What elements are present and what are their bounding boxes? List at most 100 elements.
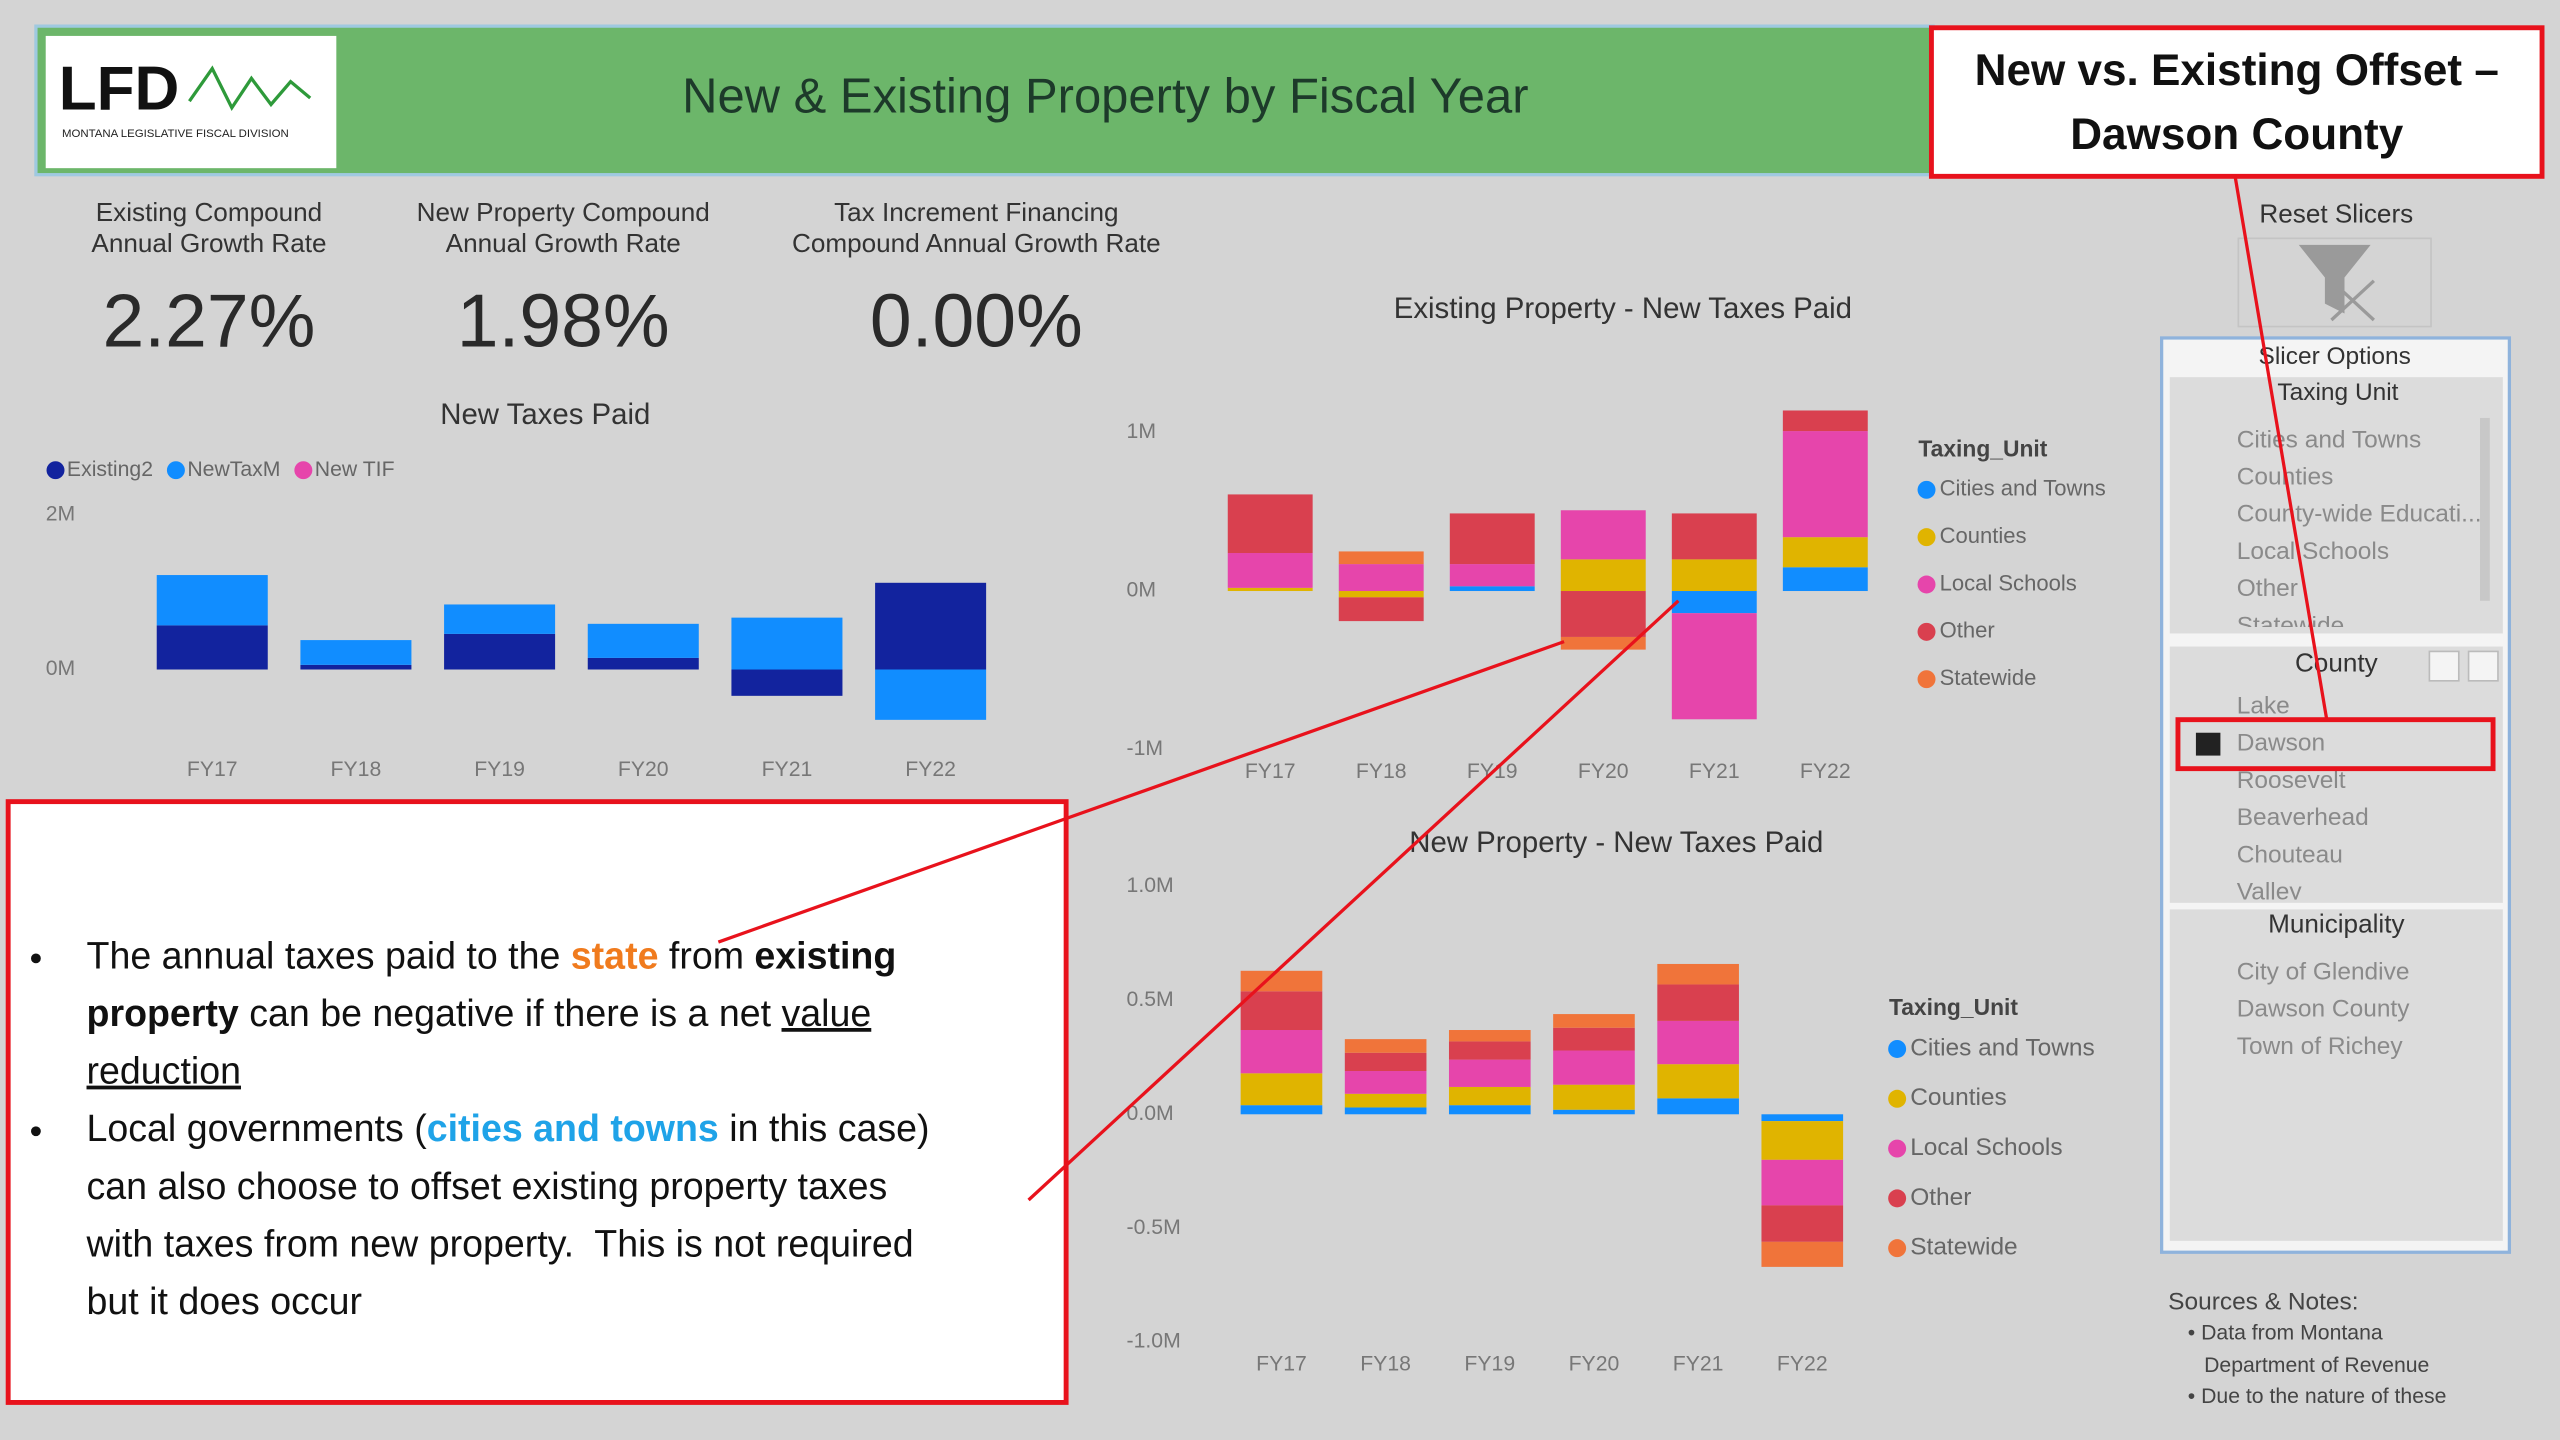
bar-segment (1227, 553, 1313, 588)
bar-segment (1782, 567, 1868, 592)
filter-icon[interactable] (2428, 650, 2460, 682)
legend-label: Counties (1910, 1084, 2007, 1111)
kpi-label: New Property Compound (417, 197, 710, 227)
bar-segment (1449, 586, 1535, 592)
bar-segment (1671, 613, 1757, 720)
bar-segment (300, 664, 412, 670)
bar-segment (1553, 1014, 1635, 1028)
sources-title: Sources & Notes: (2168, 1288, 2358, 1315)
clear-icon (2330, 279, 2375, 322)
bar-segment (1782, 410, 1868, 432)
callout-title: New vs. Existing Offset – (1975, 46, 2499, 95)
bar-segment (1761, 1159, 1844, 1206)
kpi-value: 0.00% (870, 278, 1083, 362)
slicer-item[interactable]: Chouteau (2237, 841, 2343, 868)
callout-line (717, 640, 1565, 944)
bar-segment (1448, 1086, 1531, 1106)
callout-box (1928, 25, 2545, 179)
bar-segment (587, 657, 699, 670)
bar-segment (1344, 1039, 1427, 1053)
legend-swatch (1917, 670, 1936, 689)
bar-segment (1338, 551, 1424, 565)
focus-icon[interactable] (2467, 650, 2499, 682)
bar-segment (1761, 1241, 1844, 1267)
bar-segment (1782, 537, 1868, 568)
reset-slicers[interactable]: Reset Slicers (2259, 198, 2413, 228)
chart-title: New Property - New Taxes Paid (1409, 826, 1823, 859)
slicer-item[interactable]: Valley (2237, 879, 2303, 906)
chart-title: New Taxes Paid (440, 398, 650, 431)
bar-segment (1240, 970, 1323, 992)
bar-segment (1240, 1073, 1323, 1106)
legend-label: Existing2 (67, 458, 153, 481)
funnel-icon (2298, 244, 2371, 314)
bar-segment (444, 633, 556, 670)
legend-title: Taxing_Unit (1889, 994, 2018, 1020)
bar-segment (731, 617, 843, 670)
slicer-item[interactable]: City of Glendive (2237, 959, 2410, 986)
x-tick-label: FY19 (474, 758, 525, 781)
legend-swatch (166, 461, 185, 480)
slicer-item[interactable]: Dawson (2237, 730, 2325, 757)
annotation-line: can also choose to offset existing prope… (87, 1165, 888, 1207)
sources-line: • Due to the nature of these (2188, 1385, 2447, 1408)
bar-segment (1448, 1105, 1531, 1115)
legend-label: Local Schools (1910, 1134, 2062, 1161)
chart-title: Existing Property - New Taxes Paid (1394, 292, 1852, 325)
legend-swatch (1888, 1139, 1907, 1158)
slicer-panel-title: Slicer Options (2259, 343, 2411, 370)
legend-label: Cities and Towns (1910, 1034, 2095, 1061)
legend-label: Counties (1940, 523, 2027, 548)
scrollbar (2480, 417, 2490, 601)
kpi-label: Annual Growth Rate (446, 228, 681, 258)
slicer-item[interactable]: Roosevelt (2237, 767, 2346, 794)
bar-segment (1553, 1109, 1635, 1115)
slicer-item[interactable]: Beaverhead (2237, 804, 2369, 831)
bullet (31, 1126, 41, 1137)
legend-label: Cities and Towns (1940, 476, 2106, 501)
logo-subtitle: MONTANA LEGISLATIVE FISCAL DIVISION (62, 128, 289, 140)
annotation-run: with taxes from new property. This is no… (86, 1222, 914, 1264)
bar-segment (1657, 1098, 1739, 1115)
slicer-item[interactable]: Lake (2237, 692, 2290, 719)
bar-segment (156, 625, 268, 670)
annotation-run: Local governments ( (87, 1107, 428, 1149)
annotation-run: property (87, 992, 239, 1034)
bar-segment (1761, 1114, 1844, 1122)
y-tick-label: -0.5M (1127, 1216, 1181, 1239)
annotation-line: reduction (87, 1050, 241, 1092)
slicer-item[interactable]: County-wide Educati... (2237, 501, 2482, 528)
x-tick-label: FY20 (1578, 760, 1629, 783)
checkbox[interactable] (2195, 732, 2221, 756)
legend-label: NewTaxM (187, 458, 280, 481)
annotation: The annual taxes paid to the state from … (31, 934, 930, 1322)
callout-title: Dawson County (2070, 110, 2404, 159)
bar-segment (1338, 597, 1424, 622)
slicer-item[interactable]: Town of Richey (2237, 1033, 2404, 1060)
slicer-item[interactable]: Local Schools (2237, 538, 2389, 565)
bar-segment (1344, 1052, 1427, 1072)
legend-swatch (1888, 1040, 1907, 1058)
y-tick-label: 0.0M (1127, 1102, 1174, 1125)
bar-segment (587, 623, 699, 658)
slicer-item[interactable]: Cities and Towns (2237, 426, 2422, 453)
bar-segment (1227, 587, 1313, 592)
bar-segment (300, 640, 412, 665)
slicer-item[interactable]: Statewide (2237, 612, 2344, 639)
taxing-unit-list: Cities and TownsCountiesCounty-wide Educ… (2237, 426, 2482, 639)
bar-segment (1240, 1105, 1323, 1115)
bar-segment (1344, 1071, 1427, 1094)
legend-swatch (46, 461, 65, 480)
bar-segment (1448, 1030, 1531, 1042)
slicer-item[interactable]: Other (2237, 575, 2298, 602)
x-tick-label: FY18 (331, 758, 382, 781)
slicer-item[interactable]: Dawson County (2237, 996, 2410, 1023)
charts: New Taxes Paid 0M 2M FY17 FY18 FY19 FY20 FY21 FY… (46, 292, 2106, 1376)
x-tick-label: FY21 (1689, 760, 1740, 783)
annotation-run: can also choose to offset existing prope… (87, 1165, 888, 1207)
bar-segment (1761, 1205, 1844, 1242)
slicer-title: County (2295, 647, 2378, 677)
logo-box (45, 35, 337, 169)
